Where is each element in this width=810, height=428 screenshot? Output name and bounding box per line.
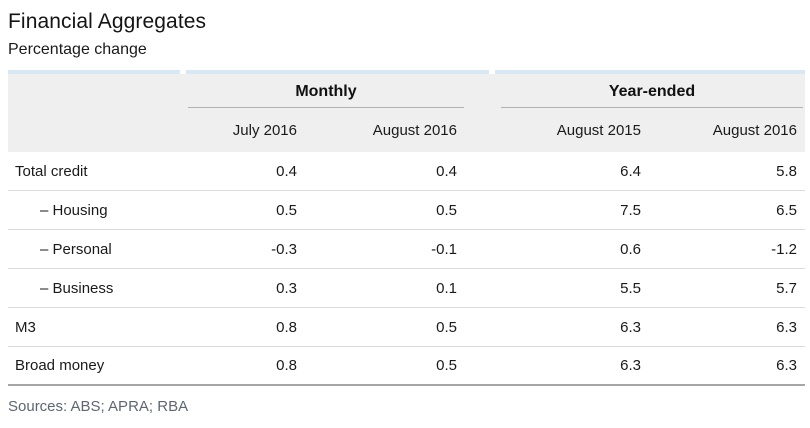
table-cell: 0.5 xyxy=(436,201,457,219)
table-row-business: – Business 0.3 0.1 5.5 5.7 xyxy=(8,269,805,308)
column-header-august-2016-year-ended: August 2016 xyxy=(712,121,797,139)
table-cell: 6.4 xyxy=(620,162,641,180)
table-cell: 6.3 xyxy=(620,318,641,336)
table-cell: 5.5 xyxy=(620,279,641,297)
accent-strip-segment xyxy=(495,70,805,74)
table-cell: 0.1 xyxy=(436,279,457,297)
row-label: M3 xyxy=(15,318,36,336)
table-cell: 6.5 xyxy=(776,201,797,219)
table-body: Total credit 0.4 0.4 6.4 5.8 – Housing 0… xyxy=(8,152,805,386)
column-header-row: July 2016 August 2016 August 2015 August… xyxy=(8,108,805,152)
table-cell: -0.1 xyxy=(431,240,457,258)
table-row-m3: M3 0.8 0.5 6.3 6.3 xyxy=(8,308,805,347)
table-row-total-credit: Total credit 0.4 0.4 6.4 5.8 xyxy=(8,152,805,191)
table-row-broad-money: Broad money 0.8 0.5 6.3 6.3 xyxy=(8,347,805,386)
table-cell: 5.7 xyxy=(776,279,797,297)
accent-strip-segment xyxy=(186,70,489,74)
row-label: – Housing xyxy=(40,201,108,219)
table-cell: 6.3 xyxy=(776,357,797,374)
row-label: Total credit xyxy=(15,162,88,180)
table-cell: 6.3 xyxy=(776,318,797,336)
table-cell: 0.5 xyxy=(436,357,457,374)
page-subtitle: Percentage change xyxy=(8,41,147,58)
row-label: – Business xyxy=(40,279,114,297)
page-title: Financial Aggregates xyxy=(8,10,207,33)
table-cell: 0.6 xyxy=(620,240,641,258)
table-row-housing: – Housing 0.5 0.5 7.5 6.5 xyxy=(8,191,805,230)
header-accent-strip xyxy=(8,70,805,74)
table-cell: 0.8 xyxy=(276,357,297,374)
table-cell: 0.3 xyxy=(276,279,297,297)
table-cell: -0.3 xyxy=(271,240,297,258)
table-cell: 5.8 xyxy=(776,162,797,180)
table-header-background xyxy=(8,74,805,152)
table-cell: 0.4 xyxy=(436,162,457,180)
table-cell: 0.4 xyxy=(276,162,297,180)
table-cell: 0.8 xyxy=(276,318,297,336)
table-cell: 7.5 xyxy=(620,201,641,219)
sources-note: Sources: ABS; APRA; RBA xyxy=(8,398,189,415)
table-cell: 0.5 xyxy=(276,201,297,219)
table-row-personal: – Personal -0.3 -0.1 0.6 -1.2 xyxy=(8,230,805,269)
table-cell: 6.3 xyxy=(620,357,641,374)
column-header-august-2016-monthly: August 2016 xyxy=(372,121,457,139)
column-header-july-2016: July 2016 xyxy=(232,121,297,139)
financial-aggregates-table: Monthly Year-ended July 2016 August 2016… xyxy=(8,70,805,386)
column-group-year-ended: Year-ended xyxy=(501,74,803,108)
table-cell: 0.5 xyxy=(436,318,457,336)
column-header-august-2015: August 2015 xyxy=(556,121,641,139)
accent-strip-segment xyxy=(8,70,180,74)
row-label: Broad money xyxy=(15,357,105,374)
column-group-monthly: Monthly xyxy=(188,74,464,108)
table-cell: -1.2 xyxy=(771,240,797,258)
row-label: – Personal xyxy=(40,240,112,258)
